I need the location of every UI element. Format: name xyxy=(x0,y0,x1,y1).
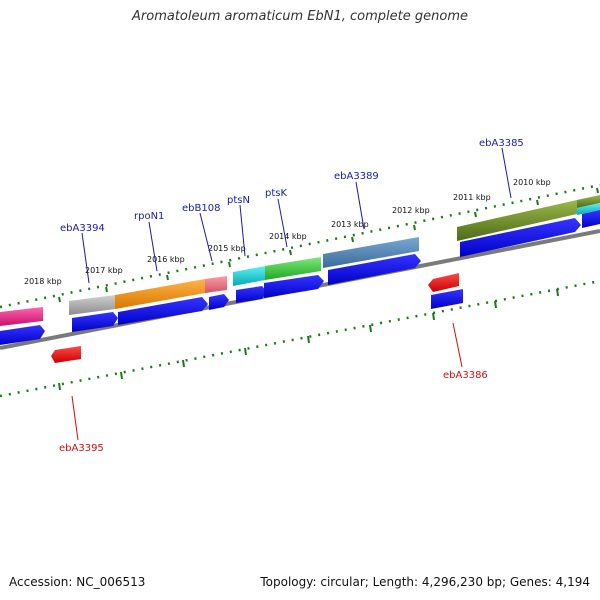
kbp-label-2014: 2014 kbp xyxy=(269,232,307,241)
accession-text: Accession: NC_006513 xyxy=(9,575,146,589)
cds-arrow xyxy=(0,325,45,345)
gene-labels: ebA3394 rpoN1 ebB108 ptsN ptsK ebA3389 e… xyxy=(59,138,524,454)
feature-pink xyxy=(0,307,43,326)
lower-tick-scale xyxy=(0,279,600,398)
feature-green xyxy=(265,257,321,280)
cds-arrow xyxy=(328,254,421,285)
feature-cyan xyxy=(233,266,265,286)
cds-arrow xyxy=(264,275,324,298)
kbp-label-2016: 2016 kbp xyxy=(147,255,185,264)
reverse-red-feature xyxy=(51,346,81,363)
gene-label-rpoN1: rpoN1 xyxy=(134,211,164,222)
gene-label-ebA3394: ebA3394 xyxy=(60,223,105,234)
kbp-label-2018: 2018 kbp xyxy=(24,277,62,286)
gene-label-ebB108: ebB108 xyxy=(182,203,220,214)
gene-leaders xyxy=(71,147,512,441)
cds-forward-track xyxy=(0,210,600,345)
genome-title: Aromatoleum aromaticum EbN1, complete ge… xyxy=(132,9,468,24)
feature-salmon xyxy=(205,276,227,293)
feature-track-colored xyxy=(0,195,600,326)
cds-arrow xyxy=(582,210,600,228)
kbp-label-2017: 2017 kbp xyxy=(85,266,123,275)
reverse-blue-feature xyxy=(431,289,463,309)
feature-olive xyxy=(457,200,577,241)
cds-arrow xyxy=(460,218,581,257)
feature-orange xyxy=(115,279,205,309)
cds-reverse-track xyxy=(51,273,463,363)
gene-label-ptsN: ptsN xyxy=(227,195,250,206)
gene-label-ebA3385: ebA3385 xyxy=(479,138,524,149)
kbp-label-2012: 2012 kbp xyxy=(392,206,430,215)
feature-steel xyxy=(323,237,419,268)
gene-label-ebA3395: ebA3395 xyxy=(59,443,104,454)
feature-olive-2 xyxy=(577,195,600,208)
feature-gray xyxy=(69,295,115,315)
cds-arrow xyxy=(72,312,118,332)
lower-major-ticks xyxy=(58,288,559,391)
cds-arrow xyxy=(236,286,267,303)
gene-label-ptsK: ptsK xyxy=(265,188,287,199)
cds-arrow xyxy=(209,294,229,310)
feature-cyan-2 xyxy=(577,203,600,215)
kbp-labels: 2018 kbp 2017 kbp 2016 kbp 2015 kbp 2014… xyxy=(24,178,551,286)
upper-tick-scale xyxy=(0,183,600,309)
reverse-red-feature xyxy=(428,273,459,292)
cds-arrow xyxy=(118,297,208,325)
topology-text: Topology: circular; Length: 4,296,230 bp… xyxy=(260,575,590,589)
kbp-label-2011: 2011 kbp xyxy=(453,193,491,202)
kbp-label-2013: 2013 kbp xyxy=(331,220,369,229)
kbp-label-2015: 2015 kbp xyxy=(208,244,246,253)
upper-major-ticks xyxy=(58,187,599,303)
kbp-label-2010: 2010 kbp xyxy=(513,178,551,187)
gene-label-ebA3386: ebA3386 xyxy=(443,370,488,381)
gene-label-ebA3389: ebA3389 xyxy=(334,171,379,182)
